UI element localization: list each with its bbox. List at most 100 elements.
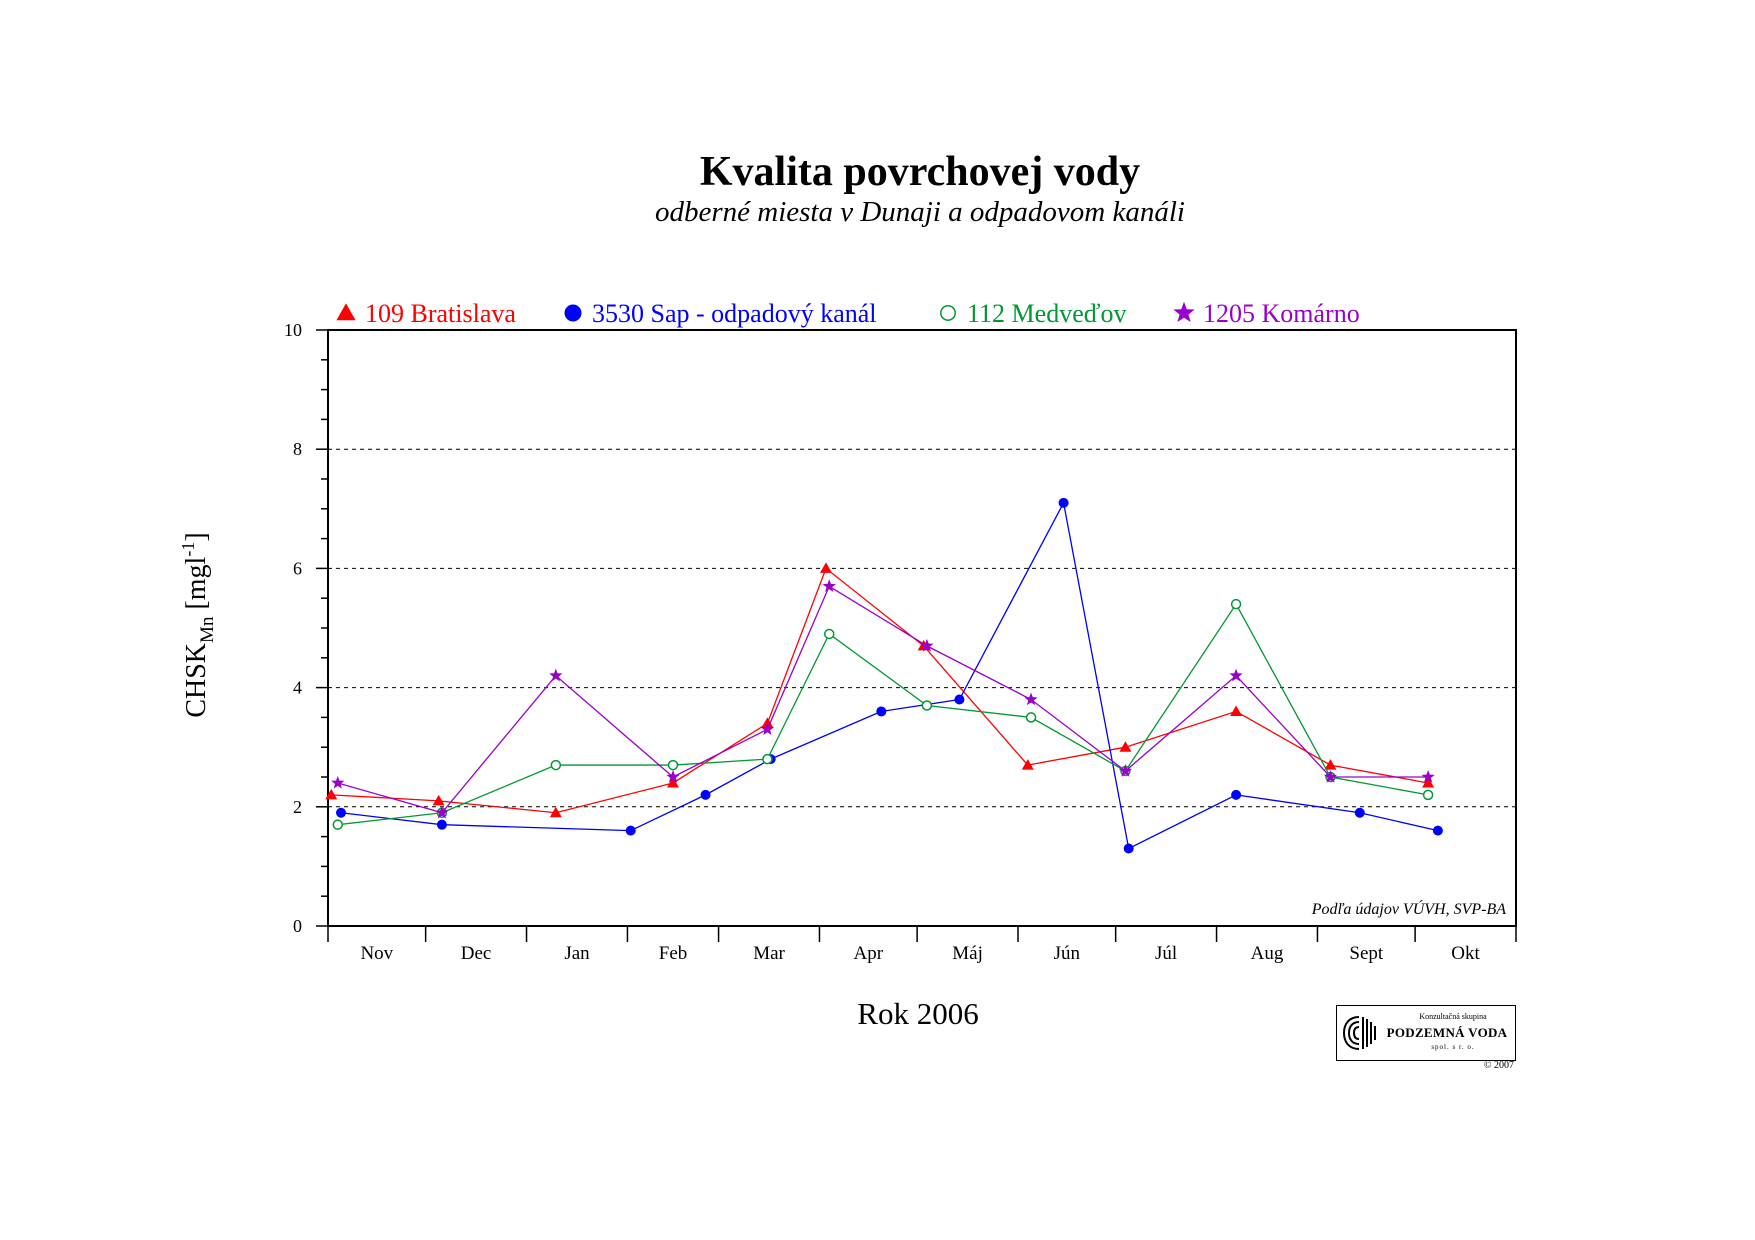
marker-triangle	[1230, 705, 1243, 716]
marker-star	[435, 805, 449, 819]
marker-circle	[1058, 497, 1069, 508]
copyright: © 2007	[1483, 1060, 1514, 1071]
marker-triangle	[549, 806, 562, 818]
marker-triangle	[667, 776, 680, 788]
marker-circle	[876, 706, 887, 717]
marker-circle	[625, 825, 636, 836]
x-axis-label: Rok 2006	[857, 996, 978, 1031]
legend-item: 1205 Komárno	[1173, 299, 1360, 328]
y-tick-label: 2	[293, 797, 302, 817]
y-axis-label-subscript: Mn	[197, 616, 218, 643]
marker-star	[760, 722, 775, 735]
y-axis-label-main: CHSK	[181, 643, 212, 718]
y-axis-label-unit: [mgl	[181, 556, 212, 616]
chart-subtitle: odberné miesta v Dunaji a odpadovom kaná…	[655, 196, 1185, 228]
marker-circle	[1354, 807, 1365, 818]
marker-circle	[436, 819, 447, 830]
marker-circle	[1231, 789, 1242, 800]
legend-label: 1205 Komárno	[1203, 299, 1360, 328]
marker-star	[920, 638, 934, 652]
legend-item: 3530 Sap - odpadový kanál	[564, 299, 877, 328]
x-tick-label: Dec	[461, 943, 492, 964]
marker-triangle	[1119, 741, 1132, 752]
marker-circle-open	[332, 819, 344, 830]
x-tick-label: Feb	[659, 943, 688, 964]
marker-star	[549, 668, 563, 682]
legend-item: 112 Medveďov	[940, 299, 1127, 328]
series-line	[337, 585, 1429, 814]
y-axis-label-unit-close: ]	[181, 532, 212, 541]
marker-triangle	[819, 562, 832, 573]
y-axis-label-superscript: -1	[178, 542, 198, 557]
marker-circle-open	[1230, 598, 1242, 610]
marker-triangle	[1021, 759, 1034, 770]
x-tick-label: Júl	[1155, 943, 1177, 964]
marker-circle-open	[823, 628, 835, 640]
marker-star	[822, 579, 836, 592]
x-tick-label: Jan	[564, 943, 590, 964]
x-tick-label: Okt	[1451, 943, 1480, 964]
marker-circle	[1432, 825, 1443, 836]
x-tick-label: Máj	[952, 943, 983, 964]
marker-star	[1323, 770, 1338, 783]
y-tick-label: 4	[293, 678, 302, 698]
marker-triangle	[325, 788, 338, 800]
marker-circle-open	[1422, 789, 1434, 801]
marker-star	[331, 775, 345, 789]
y-tick-label: 8	[293, 439, 302, 459]
marker-circle-open	[762, 753, 773, 765]
axes: 0 2 4 6 8 10 Nov Dec Jan Feb Mar Apr Máj Jún Júl Aug Sep…	[284, 320, 1517, 964]
series-1	[336, 497, 1443, 854]
marker-triangle	[432, 794, 445, 806]
company-logo: Konzultačná skupina PODZEMNÁ VODA spol. …	[1336, 1005, 1516, 1061]
marker-circle-open	[940, 305, 956, 321]
grid-lines	[328, 448, 1516, 808]
marker-star	[1229, 668, 1243, 682]
marker-star	[1118, 764, 1133, 777]
marker-circle-open	[1025, 712, 1037, 723]
x-tick-label: Sept	[1349, 943, 1384, 964]
source-note: Podľa údajov VÚVH, SVP-BA	[1311, 899, 1506, 918]
marker-circle	[336, 807, 347, 818]
series-line	[331, 567, 1429, 814]
marker-circle-open	[921, 700, 933, 711]
marker-star	[1173, 301, 1195, 323]
y-tick-label: 6	[293, 558, 302, 578]
marker-circle-open	[550, 759, 562, 771]
marker-star	[666, 770, 680, 783]
marker-triangle	[1422, 776, 1435, 788]
x-tick-label: Jún	[1054, 943, 1081, 964]
marker-star	[1024, 692, 1038, 706]
y-axis-label: CHSKMn [mgl-1]	[178, 532, 218, 717]
y-tick-label: 0	[293, 916, 302, 936]
x-tick-label: Aug	[1251, 943, 1284, 964]
logo-mark-icon	[1342, 1016, 1376, 1050]
marker-circle	[700, 789, 711, 800]
logo-line-3: spol. s r. o.	[1431, 1043, 1475, 1051]
marker-circle-open	[667, 759, 679, 771]
logo-company-name: PODZEMNÁ VODA	[1386, 1025, 1508, 1040]
marker-star	[1421, 770, 1435, 783]
legend-label: 112 Medveďov	[967, 299, 1127, 328]
legend: 109 Bratislava 3530 Sap - odpadový kanál 1…	[336, 299, 1360, 328]
legend-item: 109 Bratislava	[336, 299, 516, 328]
marker-circle	[564, 304, 582, 322]
x-tick-label: Mar	[753, 943, 785, 964]
marker-circle	[954, 694, 965, 705]
x-tick-label: Apr	[854, 943, 884, 964]
series-line	[340, 500, 1439, 850]
series-lines	[325, 497, 1443, 854]
logo-line-1: Konzultačná skupina	[1419, 1012, 1487, 1021]
marker-triangle	[336, 303, 356, 321]
y-tick-label: 10	[284, 320, 302, 340]
legend-label: 109 Bratislava	[365, 299, 516, 328]
chart-title: Kvalita povrchovej vody	[699, 149, 1141, 195]
plot-frame	[327, 329, 1517, 927]
marker-circle	[1123, 843, 1134, 854]
series-line	[337, 602, 1429, 826]
legend-label: 3530 Sap - odpadový kanál	[592, 299, 877, 328]
series-3	[331, 579, 1435, 819]
series-0	[325, 562, 1435, 818]
x-tick-label: Nov	[360, 943, 393, 964]
